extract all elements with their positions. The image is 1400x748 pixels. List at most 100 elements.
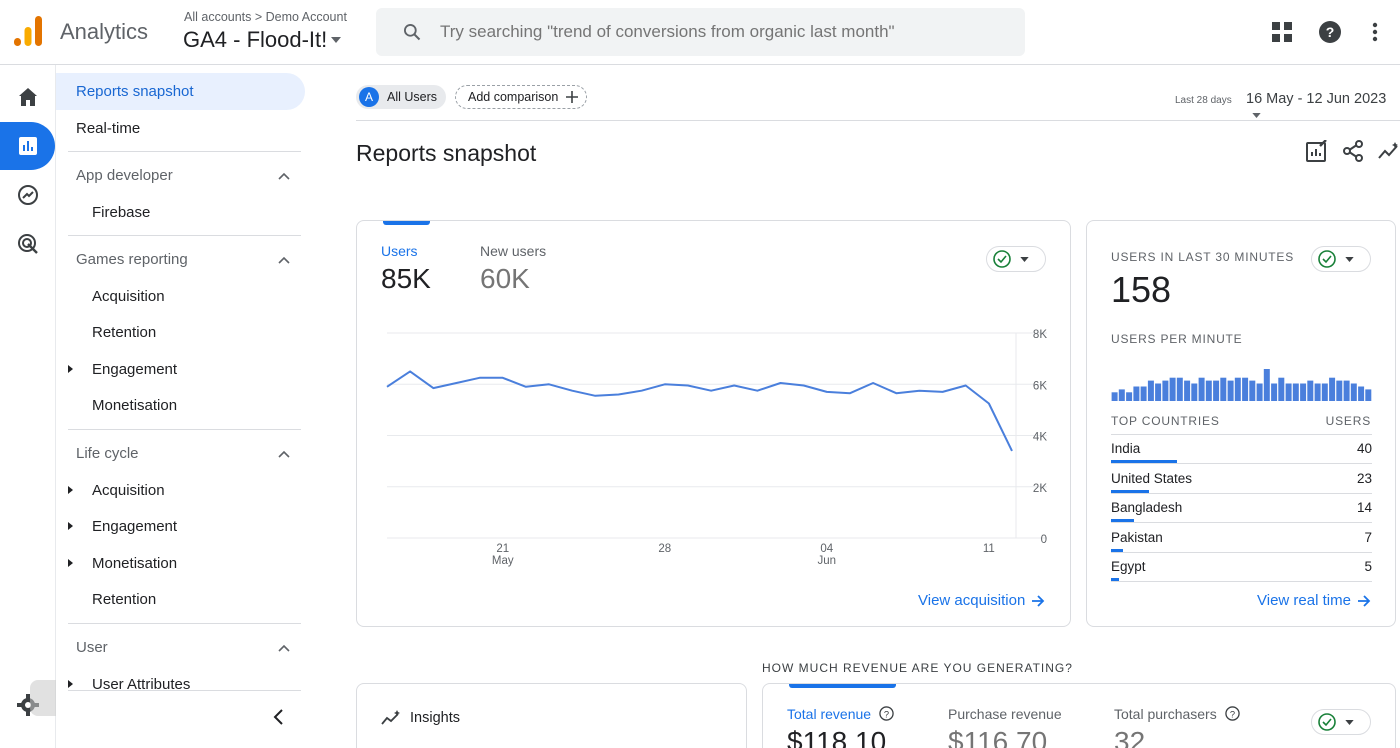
per-minute-bar[interactable] — [1169, 377, 1176, 401]
per-minute-bar[interactable] — [1350, 383, 1357, 402]
data-point[interactable] — [984, 398, 994, 408]
date-range-picker[interactable]: 16 May - 12 Jun 2023 — [1246, 91, 1400, 123]
country-row[interactable]: United States 23 — [1111, 465, 1372, 494]
nav-lifecycle-engagement[interactable]: Engagement — [92, 518, 178, 535]
users-series-line[interactable] — [386, 370, 1013, 452]
data-point[interactable] — [637, 386, 647, 396]
nav-lifecycle-retention[interactable]: Retention — [92, 591, 157, 608]
view-realtime-link[interactable]: View real time — [1257, 592, 1371, 609]
per-minute-bar[interactable] — [1155, 383, 1162, 402]
data-point[interactable] — [498, 373, 508, 383]
per-minute-bar[interactable] — [1147, 380, 1154, 401]
country-row[interactable]: Bangladesh 14 — [1111, 494, 1372, 523]
nav-reports-snapshot[interactable]: Reports snapshot — [56, 73, 305, 110]
country-row[interactable]: Egypt 5 — [1111, 553, 1372, 582]
per-minute-bar[interactable] — [1343, 380, 1350, 401]
data-point[interactable] — [613, 390, 623, 400]
data-point[interactable] — [567, 386, 577, 396]
help-outline-icon[interactable]: ? — [879, 706, 894, 721]
per-minute-bar[interactable] — [1271, 383, 1278, 402]
expand-arrow-icon[interactable] — [68, 365, 73, 373]
collapse-nav-icon[interactable] — [272, 709, 284, 730]
per-minute-bar[interactable] — [1242, 377, 1249, 401]
per-minute-bar[interactable] — [1314, 383, 1321, 402]
data-point[interactable] — [845, 388, 855, 398]
expand-arrow-icon[interactable] — [68, 522, 73, 530]
per-minute-bar[interactable] — [1285, 383, 1292, 402]
compare-toggle[interactable] — [1311, 246, 1371, 272]
per-minute-bar[interactable] — [1111, 392, 1118, 401]
metric-tab-total-purchasers[interactable]: Total purchasers ? — [1114, 706, 1240, 722]
data-point[interactable] — [590, 391, 600, 401]
data-point[interactable] — [914, 386, 924, 396]
data-point[interactable] — [799, 381, 809, 391]
per-minute-bar[interactable] — [1336, 380, 1343, 401]
metric-tab-purchase-revenue[interactable]: Purchase revenue — [948, 706, 1062, 722]
home-icon[interactable] — [0, 73, 56, 121]
per-minute-bar[interactable] — [1205, 380, 1212, 401]
per-minute-bar[interactable] — [1292, 383, 1299, 402]
nav-section-life-cycle[interactable]: Life cycle — [76, 445, 290, 462]
customize-report-icon[interactable] — [1306, 139, 1328, 167]
nav-lifecycle-monetisation[interactable]: Monetisation — [92, 555, 178, 572]
apps-grid-icon[interactable] — [1270, 20, 1294, 44]
per-minute-bar[interactable] — [1249, 380, 1256, 401]
data-point[interactable] — [1007, 446, 1017, 456]
per-minute-bar[interactable] — [1234, 377, 1241, 401]
per-minute-bar[interactable] — [1220, 377, 1227, 401]
per-minute-bar[interactable] — [1191, 383, 1198, 402]
search-bar[interactable] — [376, 8, 1025, 56]
segment-chip-all-users[interactable]: A All Users — [356, 85, 446, 109]
insights-trend-icon[interactable] — [1378, 141, 1400, 166]
advertising-icon[interactable] — [0, 220, 56, 268]
per-minute-bar[interactable] — [1133, 386, 1140, 402]
data-point[interactable] — [382, 382, 392, 392]
data-point[interactable] — [683, 381, 693, 391]
metric-tab-new-users[interactable]: New users — [480, 243, 547, 259]
per-minute-bar[interactable] — [1300, 383, 1307, 402]
data-point[interactable] — [776, 378, 786, 388]
data-point[interactable] — [475, 373, 485, 383]
more-vert-icon[interactable] — [1363, 20, 1387, 44]
expand-arrow-icon[interactable] — [68, 486, 73, 494]
explore-icon[interactable] — [0, 171, 56, 219]
per-minute-bar[interactable] — [1198, 377, 1205, 401]
per-minute-bar[interactable] — [1329, 377, 1336, 401]
nav-section-app-developer[interactable]: App developer — [76, 167, 290, 184]
data-point[interactable] — [451, 378, 461, 388]
per-minute-bar[interactable] — [1162, 380, 1169, 401]
data-point[interactable] — [891, 388, 901, 398]
help-icon[interactable]: ? — [1318, 20, 1342, 44]
data-point[interactable] — [868, 378, 878, 388]
data-point[interactable] — [521, 382, 531, 392]
per-minute-bar[interactable] — [1263, 369, 1270, 401]
data-point[interactable] — [752, 386, 762, 396]
country-row[interactable]: India 40 — [1111, 435, 1372, 464]
nav-games-monetisation[interactable]: Monetisation — [92, 397, 178, 414]
help-outline-icon[interactable]: ? — [1224, 706, 1240, 721]
nav-games-retention[interactable]: Retention — [92, 324, 157, 341]
data-point[interactable] — [544, 379, 554, 389]
metric-tab-total-revenue[interactable]: Total revenue ? — [787, 706, 894, 722]
per-minute-bar[interactable] — [1358, 386, 1365, 402]
nav-games-acquisition[interactable]: Acquisition — [92, 288, 165, 305]
property-selector[interactable]: GA4 - Flood-It! — [183, 27, 342, 53]
data-point[interactable] — [961, 381, 971, 391]
per-minute-bar[interactable] — [1227, 380, 1234, 401]
nav-firebase[interactable]: Firebase — [92, 204, 151, 221]
per-minute-bar[interactable] — [1184, 380, 1191, 401]
data-point[interactable] — [660, 379, 670, 389]
data-point[interactable] — [405, 366, 415, 376]
nav-games-engagement[interactable]: Engagement — [92, 361, 178, 378]
per-minute-bar[interactable] — [1126, 392, 1133, 401]
per-minute-bar[interactable] — [1321, 383, 1328, 402]
per-minute-bar[interactable] — [1365, 389, 1372, 401]
share-icon[interactable] — [1343, 140, 1363, 167]
expand-arrow-icon[interactable] — [68, 680, 73, 688]
add-comparison-button[interactable]: Add comparison — [455, 85, 587, 109]
nav-section-games-reporting[interactable]: Games reporting — [76, 251, 290, 268]
per-minute-bar[interactable] — [1307, 380, 1314, 401]
analytics-logo[interactable] — [14, 16, 42, 46]
per-minute-bar[interactable] — [1118, 389, 1125, 401]
data-point[interactable] — [822, 387, 832, 397]
